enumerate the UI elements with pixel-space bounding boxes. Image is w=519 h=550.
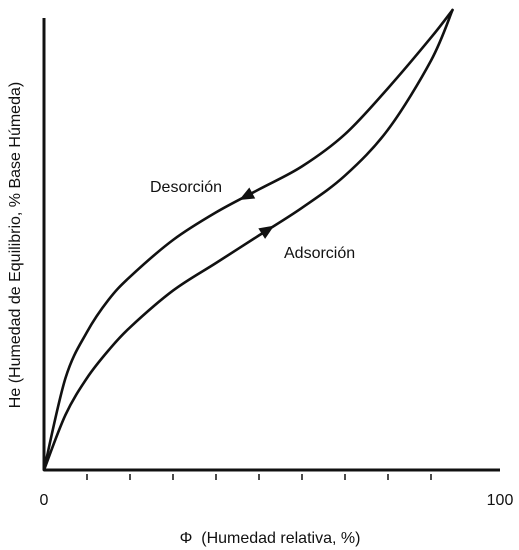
x-tick-label-min: 0 bbox=[40, 492, 49, 509]
curve-adsorcion bbox=[42, 8, 454, 472]
arrowhead-adsorcion bbox=[258, 225, 275, 239]
x-tick-label-max: 100 bbox=[487, 492, 514, 509]
x-axis-label: Φ (Humedad relativa, %) bbox=[180, 530, 361, 547]
x-minor-ticks bbox=[86, 474, 432, 480]
arrowhead-desorcion bbox=[239, 187, 256, 200]
axes bbox=[42, 18, 500, 472]
series-label-adsorcion: Adsorción bbox=[284, 245, 355, 262]
direction-arrows bbox=[239, 187, 275, 239]
y-axis-label: He (Humedad de Equilibrio, % Base Húmeda… bbox=[7, 82, 24, 408]
curves bbox=[42, 8, 454, 472]
series-label-desorcion: Desorción bbox=[150, 179, 222, 196]
curve-desorcion bbox=[42, 8, 454, 472]
